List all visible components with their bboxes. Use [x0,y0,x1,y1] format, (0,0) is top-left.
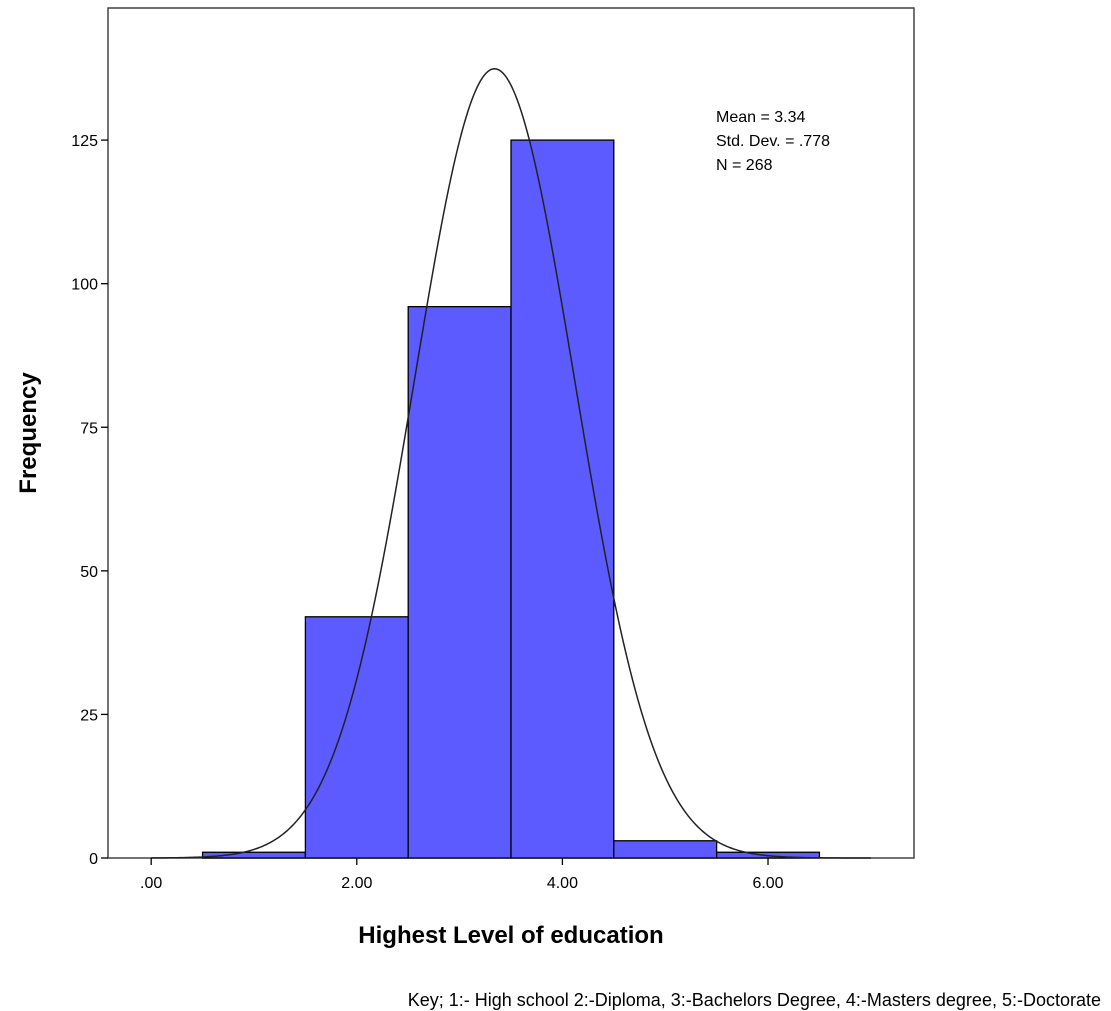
x-tick-label-2: 2.00 [341,875,372,892]
histogram-bar-3 [407,305,512,859]
y-tick-label-125: 125 [71,133,98,150]
histogram-bar-5 [613,840,718,859]
histogram-bar-1 [201,851,307,859]
y-axis: 0 25 50 75 100 125 [71,133,108,868]
y-tick-label-0: 0 [89,851,98,868]
y-tick-label-25: 25 [80,707,98,724]
x-axis: .00 2.00 4.00 6.00 [140,858,784,892]
x-axis-title: Highest Level of education [358,922,663,949]
stats-n: N = 268 [716,157,773,174]
x-tick-label-1: .00 [140,875,162,892]
normal-curve [151,67,871,859]
histogram-bars [201,139,821,859]
y-tick-label-75: 75 [80,420,98,437]
histogram-bar-2 [304,616,409,859]
y-tick-label-100: 100 [71,277,98,294]
x-tick-label-4: 6.00 [752,875,783,892]
y-tick-label-50: 50 [80,564,98,581]
stats-mean: Mean = 3.34 [716,109,806,126]
histogram-bar-4 [510,139,615,859]
key-footnote: Key; 1:- High school 2:-Diploma, 3:-Bach… [408,990,1101,1010]
stats-std-dev: Std. Dev. = .778 [716,133,830,150]
y-axis-title: Frequency [15,372,42,494]
x-tick-label-3: 4.00 [547,875,578,892]
